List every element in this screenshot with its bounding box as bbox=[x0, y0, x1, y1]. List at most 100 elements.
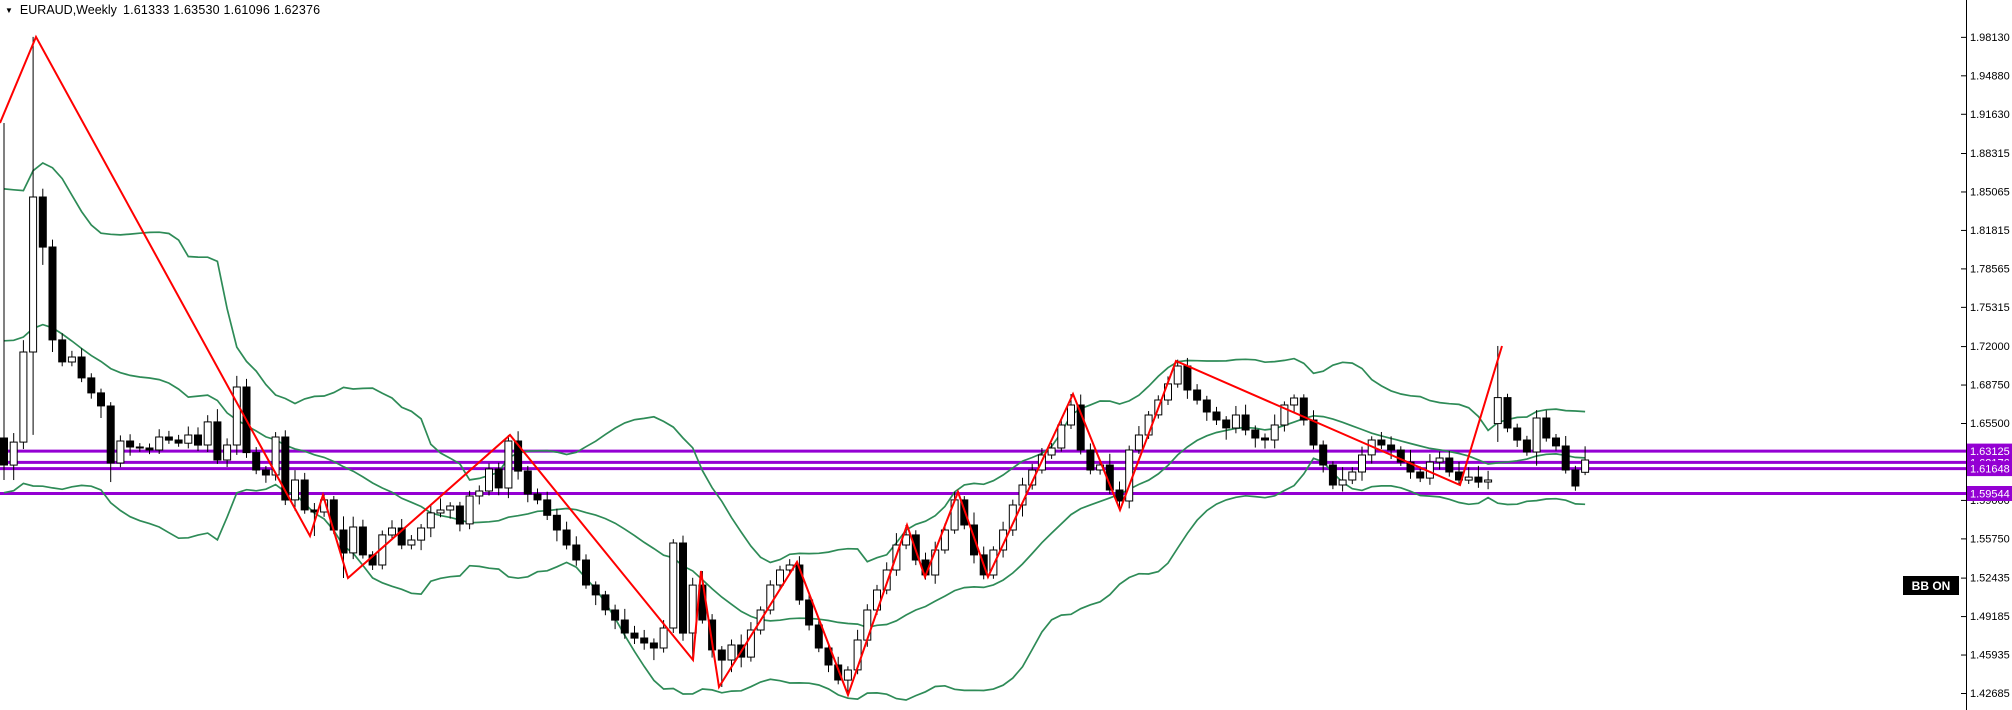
price-badge bbox=[1967, 486, 2012, 501]
candle-body bbox=[1522, 439, 1531, 453]
candle-body bbox=[1552, 437, 1560, 447]
candle-body bbox=[87, 377, 96, 394]
price-badge-label: 1.63125 bbox=[1970, 446, 2010, 458]
axis-tick-label: 1.49185 bbox=[1970, 611, 2010, 623]
candle-body bbox=[523, 470, 532, 495]
candle-body bbox=[1581, 459, 1590, 473]
candle-body bbox=[145, 447, 154, 451]
candle-body bbox=[882, 569, 891, 591]
candle-body bbox=[184, 434, 193, 444]
candle-body bbox=[688, 584, 697, 634]
candle-body bbox=[776, 569, 784, 586]
candle-body bbox=[281, 436, 290, 501]
candle-body bbox=[1348, 471, 1357, 481]
candle-body bbox=[1358, 454, 1366, 473]
candle-body bbox=[213, 421, 222, 461]
candle-body bbox=[1503, 397, 1512, 429]
candle-body bbox=[863, 609, 872, 641]
candle-body bbox=[824, 647, 833, 666]
candle-body bbox=[485, 468, 493, 492]
candle-body bbox=[562, 529, 571, 546]
candle-body bbox=[1251, 429, 1260, 439]
candle-body bbox=[640, 637, 649, 644]
candle-body bbox=[1396, 449, 1405, 463]
candle-body bbox=[455, 505, 464, 525]
candle-body bbox=[679, 542, 687, 634]
candle-body bbox=[126, 440, 135, 448]
candle-body bbox=[407, 539, 416, 546]
bollinger-middle-band bbox=[3, 323, 1586, 629]
candle-body bbox=[1193, 389, 1202, 401]
candle-body bbox=[1299, 397, 1308, 421]
candle-body bbox=[1261, 437, 1269, 441]
candle-body bbox=[194, 434, 202, 446]
candle-body bbox=[1212, 411, 1221, 421]
candle-body bbox=[591, 584, 600, 596]
price-badge bbox=[1967, 461, 2012, 477]
axis-tick-label: 1.45935 bbox=[1970, 650, 2010, 662]
candle-body bbox=[397, 527, 406, 546]
candle-body bbox=[252, 452, 261, 471]
candle-body bbox=[358, 526, 367, 556]
candle-body bbox=[339, 529, 348, 554]
axis-tick-label: 1.65500 bbox=[1970, 418, 2010, 430]
candle-body bbox=[106, 405, 115, 464]
symbol-dropdown-icon[interactable]: ▼ bbox=[5, 5, 13, 15]
candle-body bbox=[1328, 464, 1337, 486]
price-axis[interactable]: 1.98130 1.94880 1.91630 1.88315 1.85065 1.818… bbox=[1961, 0, 2010, 710]
candle-body bbox=[1542, 417, 1551, 439]
candle-body bbox=[1484, 479, 1493, 483]
candle-body bbox=[349, 526, 358, 554]
bollinger-upper-band bbox=[3, 161, 1586, 564]
candle-body bbox=[843, 669, 852, 681]
candle-body bbox=[48, 246, 57, 341]
axis-tick-label: 1.52435 bbox=[1970, 573, 2010, 585]
candle-body bbox=[1561, 445, 1570, 471]
candle-body bbox=[97, 392, 105, 407]
candle-body bbox=[9, 441, 18, 466]
candle-body bbox=[543, 499, 552, 516]
candle-body bbox=[1231, 414, 1240, 429]
chart-title: ▼ EURAUD,Weekly 1.61333 1.63530 1.61096 … bbox=[5, 3, 320, 17]
candle-body bbox=[77, 356, 86, 379]
candle-body bbox=[1076, 404, 1085, 451]
axis-tick-label: 1.78565 bbox=[1970, 263, 2010, 275]
zigzag-line bbox=[0, 34, 1503, 698]
candle-body bbox=[436, 509, 445, 514]
candle-body bbox=[669, 542, 678, 629]
candle-body bbox=[1183, 365, 1192, 391]
candle-body bbox=[0, 437, 8, 466]
candle-body bbox=[388, 527, 396, 536]
axis-tick-label: 1.85065 bbox=[1970, 186, 2010, 198]
candle-body bbox=[29, 196, 38, 353]
candle-body bbox=[504, 440, 513, 489]
candle-body bbox=[426, 512, 435, 529]
candle-body bbox=[1387, 444, 1396, 451]
candle-body bbox=[38, 196, 47, 248]
candle-body bbox=[1067, 404, 1075, 426]
candle-body bbox=[746, 629, 755, 658]
candle-body bbox=[1377, 439, 1386, 446]
candle-body bbox=[533, 493, 542, 501]
candle-body bbox=[300, 479, 309, 511]
candle-body bbox=[1338, 479, 1347, 486]
candle-body bbox=[552, 514, 561, 531]
candle-body bbox=[116, 440, 125, 464]
candle-body bbox=[1134, 434, 1143, 451]
candle-body bbox=[805, 599, 814, 626]
candle-body bbox=[834, 664, 843, 681]
candle-body bbox=[1222, 419, 1231, 429]
candle-body bbox=[1406, 461, 1415, 473]
candle-body bbox=[931, 549, 940, 576]
price-badge-label: 1.61648 bbox=[1970, 464, 2010, 476]
price-levels bbox=[0, 449, 1966, 495]
candle-body bbox=[135, 446, 144, 449]
candle-body bbox=[1057, 424, 1066, 449]
candle-body bbox=[649, 642, 658, 649]
bb-toggle-button[interactable]: BB ON bbox=[1903, 576, 1959, 595]
candle-body bbox=[1445, 457, 1454, 473]
candle-body bbox=[1047, 447, 1056, 456]
